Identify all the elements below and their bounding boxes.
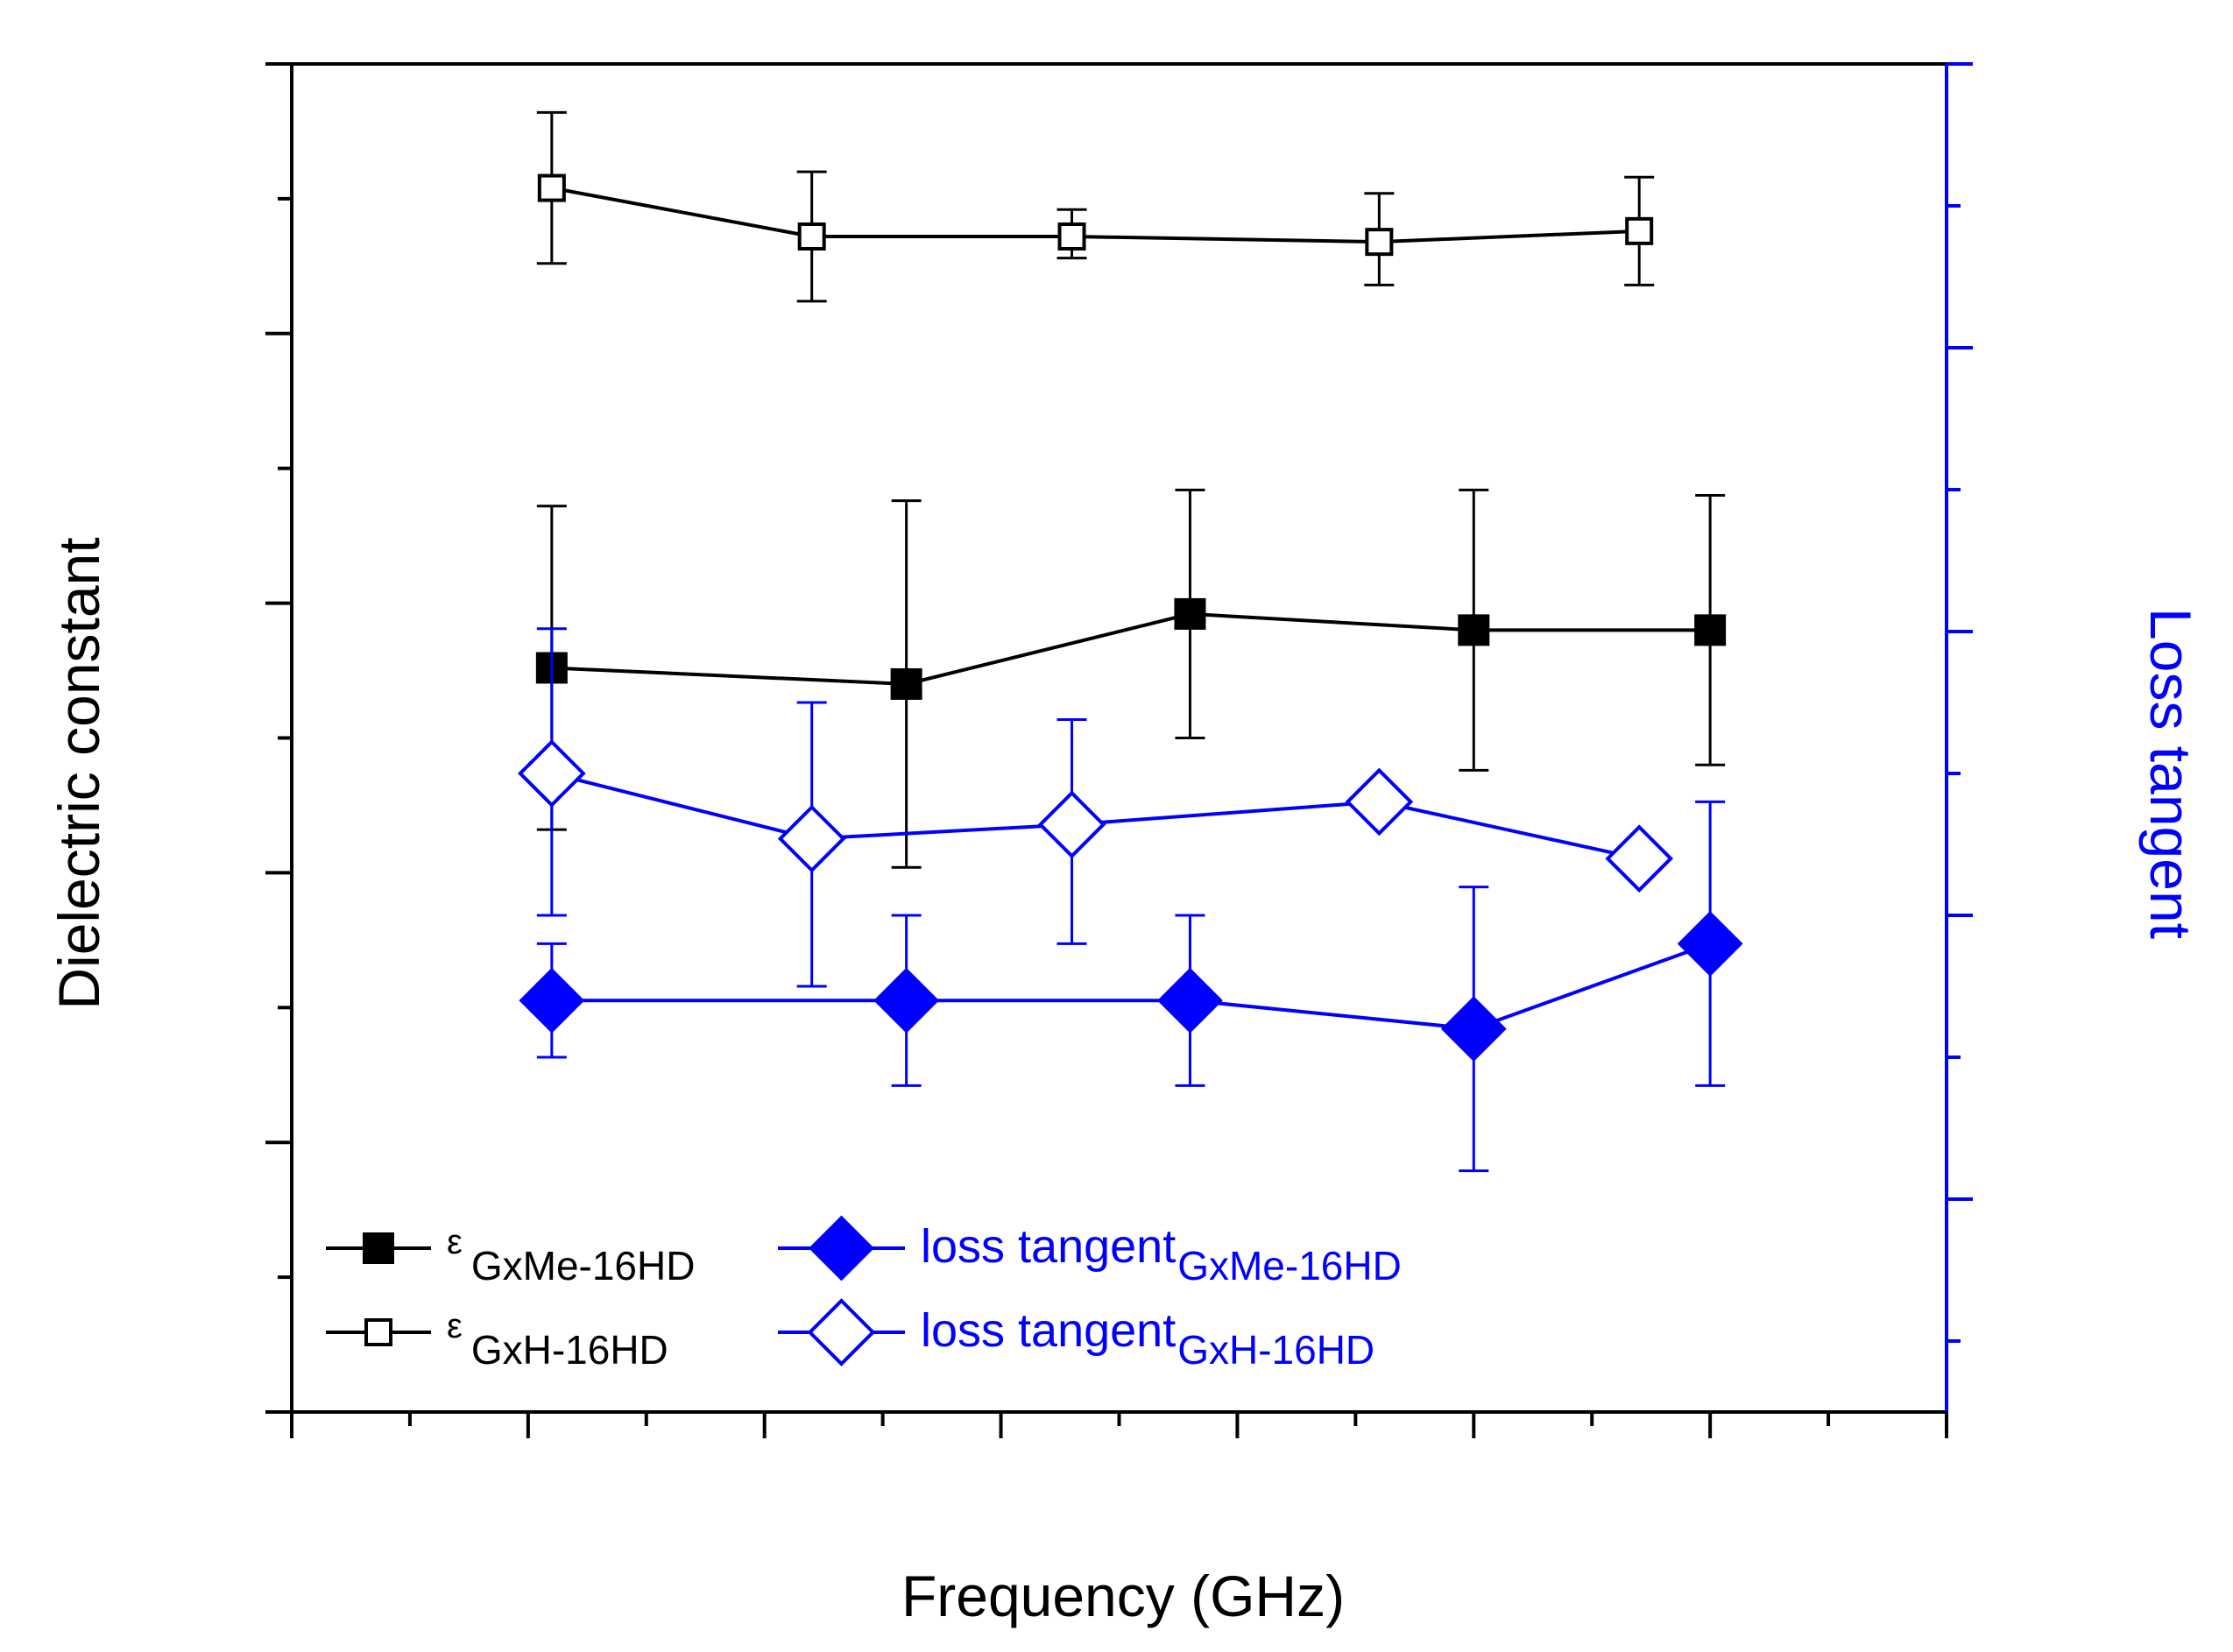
y-axis-left-title: Dielectric constant [46, 537, 111, 1009]
legend-label-sub: GxH-16HD [1177, 1327, 1374, 1373]
series-line [551, 186, 1640, 244]
legend-marker [807, 1298, 876, 1366]
legend-marker [364, 1318, 392, 1346]
data-point [537, 173, 566, 202]
legend-label-sub: GxH-16HD [471, 1327, 668, 1373]
data-point [1440, 996, 1507, 1063]
data-point [1174, 597, 1206, 630]
series-3 [518, 627, 1674, 988]
y-axis-right-title: Loss tangent [2138, 608, 2203, 939]
legend-item: εGxH-16HD [326, 1307, 668, 1373]
series-1 [536, 110, 1655, 303]
legend-marker [363, 1232, 394, 1264]
legend-label-main: loss tangent [921, 1304, 1176, 1357]
data-point [873, 967, 940, 1034]
data-point [1037, 790, 1106, 859]
series-line [551, 942, 1711, 1031]
data-point [890, 667, 922, 700]
data-point [1345, 767, 1414, 837]
data-point [519, 967, 585, 1034]
legend-item: loss tangentGxMe-16HD [778, 1215, 1402, 1288]
x-axis [290, 1412, 1948, 1438]
data-point [1677, 910, 1743, 977]
y-axis-right [1947, 62, 1973, 1343]
data-point [1057, 222, 1086, 251]
legend-label-main: ε [447, 1223, 463, 1261]
legend-label-main: loss tangent [921, 1220, 1176, 1273]
legend-label: loss tangentGxMe-16HD [921, 1220, 1402, 1288]
data-point [1694, 614, 1727, 646]
plot-frame [290, 62, 1948, 1414]
legend-label-sub: GxMe-16HD [1177, 1243, 1402, 1288]
y-axis-left [265, 62, 292, 1414]
series-line [551, 611, 1711, 686]
legend-label-sub: GxMe-16HD [471, 1243, 696, 1288]
legend-item: loss tangentGxH-16HD [778, 1298, 1374, 1373]
data-point [1625, 216, 1654, 245]
x-axis-title: Frequency (GHz) [901, 1564, 1345, 1628]
data-point [518, 739, 586, 808]
data-point [1458, 614, 1490, 646]
legend-label-main: ε [447, 1307, 463, 1345]
legend-label: εGxMe-16HD [447, 1223, 695, 1288]
data-point [1365, 228, 1394, 257]
data-point [1157, 967, 1223, 1034]
data-point [1605, 824, 1674, 893]
legend-label: εGxH-16HD [447, 1307, 668, 1373]
series-2 [519, 800, 1743, 1173]
data-point [777, 804, 846, 873]
legend-item: εGxMe-16HD [326, 1223, 695, 1288]
series-layer [518, 110, 1743, 1173]
legend-label: loss tangentGxH-16HD [921, 1304, 1374, 1373]
series-0 [535, 488, 1727, 869]
data-point [797, 222, 826, 251]
legend-marker [809, 1215, 874, 1281]
